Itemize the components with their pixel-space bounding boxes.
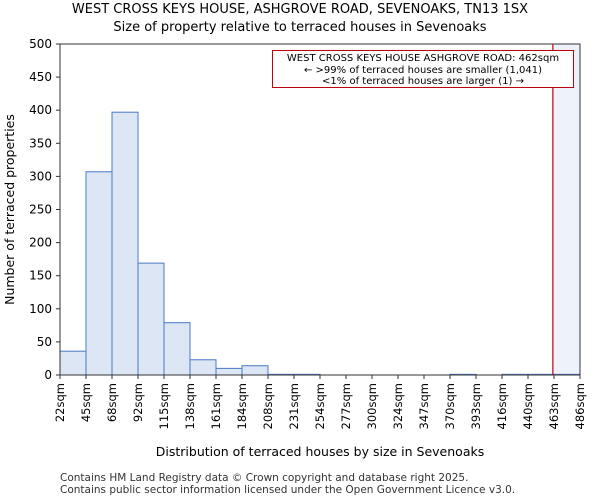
x-tick-label-22sqm: 22sqm <box>53 383 67 422</box>
bar-22sqm <box>59 350 87 376</box>
y-tick-label-400: 400 <box>29 103 52 117</box>
highlight-region <box>552 44 580 375</box>
x-tick-label-115sqm: 115sqm <box>157 383 171 429</box>
x-tick-label-324sqm: 324sqm <box>391 383 405 429</box>
x-tick-label-184sqm: 184sqm <box>235 383 249 429</box>
bar-92sqm <box>137 262 165 376</box>
bar-115sqm <box>163 322 191 376</box>
x-tick-label-231sqm: 231sqm <box>287 383 301 429</box>
y-tick-label-100: 100 <box>29 302 52 316</box>
x-axis-label: Distribution of terraced houses by size … <box>156 444 484 459</box>
x-tick-label-208sqm: 208sqm <box>261 383 275 429</box>
annotation-box: WEST CROSS KEYS HOUSE ASHGROVE ROAD: 462… <box>272 50 574 88</box>
bar-161sqm <box>215 367 243 376</box>
annotation-line-3: <1% of terraced houses are larger (1) → <box>322 76 524 87</box>
annotation-line-2: ← >99% of terraced houses are smaller (1… <box>304 64 542 76</box>
y-tick-label-450: 450 <box>29 70 52 84</box>
x-tick-label-486sqm: 486sqm <box>573 383 587 429</box>
y-tick-label-150: 150 <box>29 269 52 283</box>
y-tick-label-50: 50 <box>37 335 52 349</box>
y-tick-label-200: 200 <box>29 236 52 250</box>
chart-title: WEST CROSS KEYS HOUSE, ASHGROVE ROAD, SE… <box>71 2 529 17</box>
x-tick-label-370sqm: 370sqm <box>443 383 457 429</box>
y-tick-label-250: 250 <box>29 203 52 217</box>
bar-68sqm <box>111 111 139 376</box>
x-tick-label-347sqm: 347sqm <box>417 383 431 429</box>
footer-licence: Contains public sector information licen… <box>60 484 516 496</box>
x-tick-label-393sqm: 393sqm <box>469 383 483 429</box>
footer-copyright: Contains HM Land Registry data © Crown c… <box>60 472 469 484</box>
x-tick-label-416sqm: 416sqm <box>495 383 509 429</box>
x-tick-label-45sqm: 45sqm <box>79 383 93 422</box>
x-tick-label-68sqm: 68sqm <box>105 383 119 422</box>
bar-45sqm <box>85 171 113 376</box>
y-tick-label-0: 0 <box>44 368 52 382</box>
x-tick-label-440sqm: 440sqm <box>521 383 535 429</box>
y-tick-label-500: 500 <box>29 37 52 51</box>
bar-138sqm <box>189 359 217 376</box>
bar-184sqm <box>241 365 269 376</box>
x-tick-label-161sqm: 161sqm <box>209 383 223 429</box>
annotation-line-1: WEST CROSS KEYS HOUSE ASHGROVE ROAD: 462… <box>286 53 560 64</box>
y-tick-label-300: 300 <box>29 169 52 183</box>
x-tick-label-277sqm: 277sqm <box>339 383 353 429</box>
y-axis-label: Number of terraced properties <box>2 114 17 305</box>
x-tick-label-254sqm: 254sqm <box>313 383 327 429</box>
x-tick-label-300sqm: 300sqm <box>365 383 379 429</box>
x-tick-label-463sqm: 463sqm <box>547 383 561 429</box>
x-tick-label-92sqm: 92sqm <box>131 383 145 422</box>
y-tick-label-350: 350 <box>29 136 52 150</box>
chart-subtitle: Size of property relative to terraced ho… <box>113 20 487 35</box>
x-tick-label-138sqm: 138sqm <box>183 383 197 429</box>
